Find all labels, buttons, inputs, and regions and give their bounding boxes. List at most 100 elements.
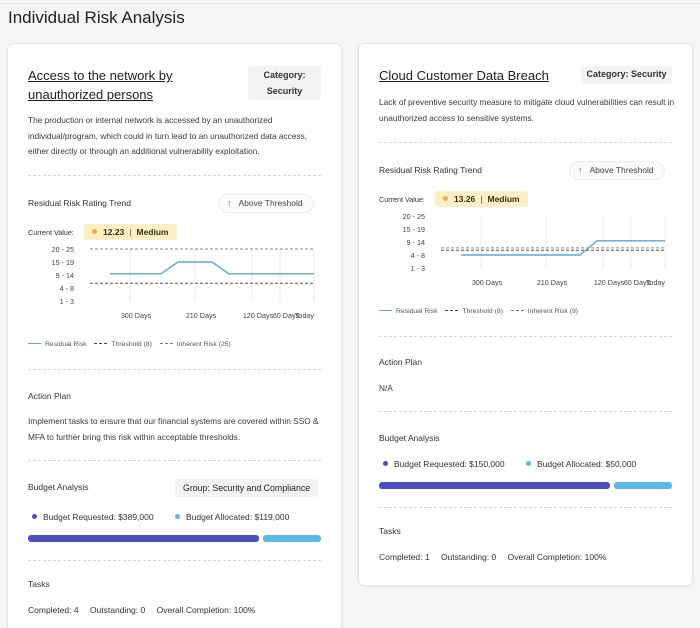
category-label: Category: [586,69,629,79]
requested-dot-icon [383,461,388,467]
risk-title[interactable]: Cloud Customer Data Breach [379,68,549,83]
budget-requested: Budget Requested: $389,000 [32,512,154,522]
page-title: Individual Risk Analysis [8,8,185,27]
y-tick-label: 4 - 8 [411,251,425,260]
risk-trend-chart: 20 - 25 15 - 19 9 - 14 4 - 8 1 - 3 300 Days 21… [373,211,673,291]
pill-separator: | [129,227,132,237]
risk-trend-chart-svg: 20 - 25 15 - 19 9 - 14 4 - 8 1 - 3 300 Days 21… [403,212,666,287]
budget-allocated: Budget Allocated: $119,000 [174,512,289,522]
risk-trend-chart: 20 - 25 15 - 19 9 - 14 4 - 8 1 - 3 300 Days 21… [22,244,322,324]
action-plan-label: Action Plan [379,357,422,367]
trend-label: Residual Risk Rating Trend [379,165,482,175]
y-tick-label: 1 - 3 [411,264,425,273]
residual-risk-line [461,240,665,256]
y-tick-label: 20 - 25 [403,212,425,221]
chart-legend: Residual Risk Threshold (8) Inherent Ris… [379,308,584,315]
x-tick-label: 120 Days [594,278,625,287]
current-score: 13.26 [454,194,476,204]
x-tick-label: Today [646,278,666,287]
budget-allocated: Budget Allocated: $50,000 [525,459,636,469]
divider [379,411,672,412]
budget-analysis-label: Budget Analysis [379,433,440,443]
category-label: Category: [263,70,306,80]
y-tick-label: 9 - 14 [407,238,425,247]
budget-analysis-label: Budget Analysis [28,482,89,492]
tasks-overall: Overall Completion: 100% [156,605,256,615]
budget-requested: Budget Requested: $150,000 [383,459,505,469]
current-value-pill: 13.26 | Medium [435,191,528,207]
tasks-summary: Completed: 4 Outstanding: 0 Overall Comp… [28,605,264,615]
y-tick-label: 15 - 19 [52,258,74,267]
tasks-overall: Overall Completion: 100% [507,552,607,562]
risk-description: The production or internal network is ac… [28,115,308,156]
residual-risk-line [110,261,314,275]
legend-inherent: Inherent Risk (9) [510,308,578,315]
requested-dot-icon [32,514,37,520]
legend-residual: Residual Risk [28,341,87,348]
y-tick-label: 4 - 8 [60,284,74,293]
tasks-summary: Completed: 1 Outstanding: 0 Overall Comp… [379,552,615,562]
current-value-label: Current Value: [379,195,425,204]
tasks-outstanding: Outstanding: 0 [440,552,497,562]
divider [379,142,672,143]
arrow-up-icon: ↑ [227,198,232,208]
divider [28,460,321,461]
risk-description: Lack of preventive security measure to m… [379,97,675,123]
budget-values: Budget Requested: $389,000 Budget Alloca… [32,512,289,522]
threshold-badge-label: Above Threshold [589,165,654,175]
allocated-dot-icon [174,514,180,520]
divider [28,560,321,561]
allocated-dot-icon [525,461,531,467]
category-badge: Category: Security [581,66,672,84]
trend-label: Residual Risk Rating Trend [28,198,131,208]
divider [379,336,672,337]
threshold-badge: ↑ Above Threshold [218,194,314,213]
threshold-badge-label: Above Threshold [238,198,303,208]
y-tick-label: 1 - 3 [60,297,74,306]
current-score: 12.23 [103,227,125,237]
tasks-label: Tasks [379,526,401,536]
divider [28,369,321,370]
x-tick-label: 300 Days [472,278,503,287]
action-plan-text: Implement tasks to ensure that our finan… [28,416,319,442]
x-tick-label: 210 Days [537,278,568,287]
y-tick-label: 20 - 25 [52,245,74,254]
budget-values: Budget Requested: $150,000 Budget Alloca… [383,459,636,469]
category-value: Security [266,86,303,96]
y-tick-label: 15 - 19 [403,225,425,234]
x-tick-label: 60 Days [273,311,300,320]
category-value: Security [631,69,667,79]
divider [379,507,672,508]
x-tick-label: Today [295,311,315,320]
legend-inherent: Inherent Risk (25) [159,341,231,348]
current-level: Medium [487,194,520,204]
x-tick-label: 210 Days [186,311,217,320]
arrow-up-icon: ↑ [578,165,583,175]
x-tick-label: 300 Days [121,311,152,320]
action-plan-label: Action Plan [28,391,71,401]
risk-trend-chart-svg: 20 - 25 15 - 19 9 - 14 4 - 8 1 - 3 300 Days 21… [52,245,315,320]
risk-title[interactable]: Access to the network by unauthorized pe… [28,68,173,102]
chart-legend: Residual Risk Threshold (8) Inherent Ris… [28,341,237,348]
tasks-outstanding: Outstanding: 0 [89,605,146,615]
pill-separator: | [480,194,483,204]
legend-residual: Residual Risk [379,308,438,315]
legend-threshold: Threshold (8) [94,341,152,348]
group-badge: Group: Security and Compliance [175,479,319,497]
budget-allocated-bar [263,535,321,542]
current-value-label: Current Value: [28,228,74,237]
budget-requested-bar [28,535,259,542]
risk-card-cloud-breach: Cloud Customer Data Breach Category: Sec… [358,43,693,586]
top-border [0,3,700,4]
x-tick-label: 120 Days [243,311,274,320]
risk-card-network-access: Access to the network by unauthorized pe… [7,43,342,628]
y-tick-label: 9 - 14 [56,271,74,280]
current-level: Medium [136,227,169,237]
budget-requested-bar [379,482,610,489]
tasks-completed: Completed: 1 [379,552,430,562]
level-dot-icon [92,229,97,235]
action-plan-text: N/A [379,383,393,393]
legend-threshold: Threshold (8) [445,308,503,315]
divider [28,175,321,176]
current-value-pill: 12.23 | Medium [84,224,177,240]
